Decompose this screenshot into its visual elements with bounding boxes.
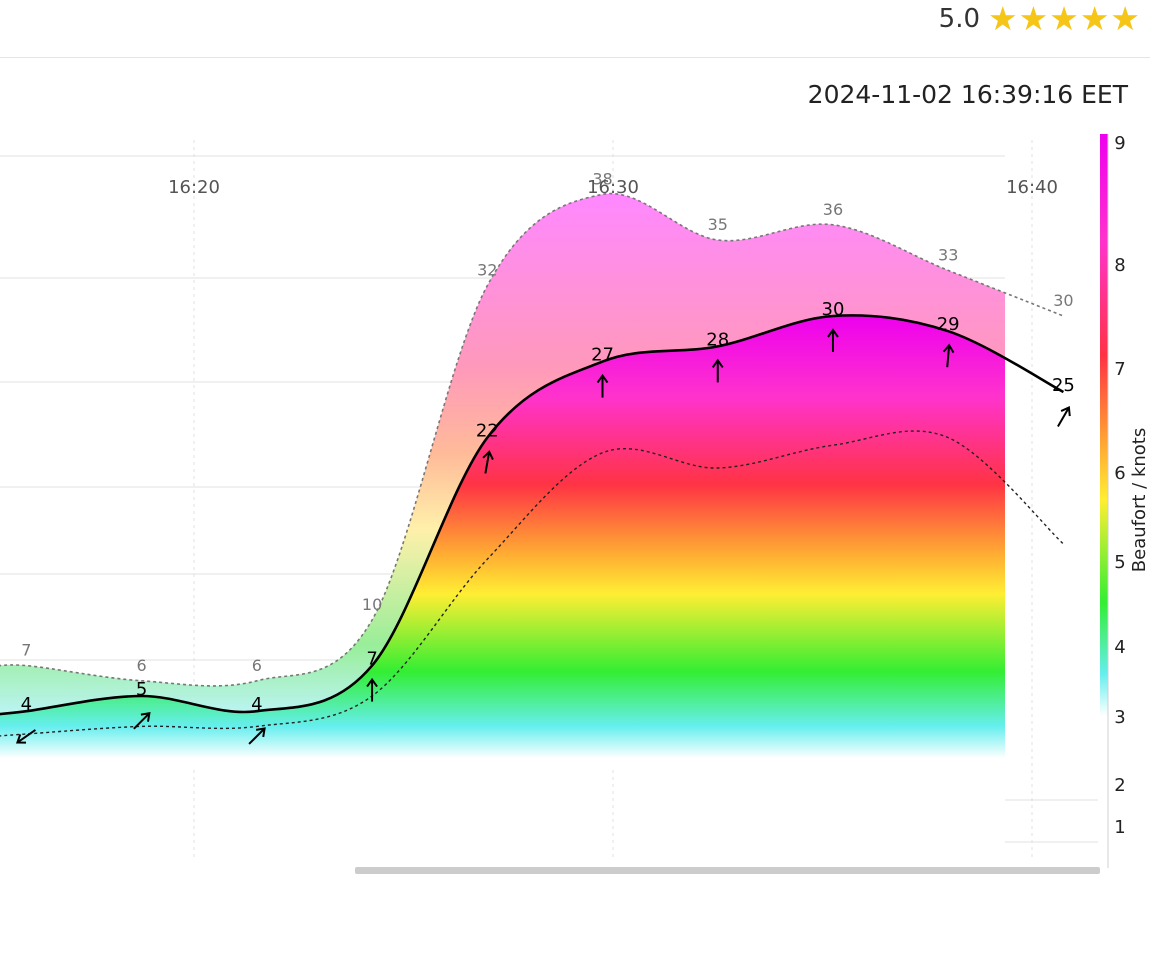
- star-icon: ★: [988, 0, 1018, 38]
- star-icon: ★: [1018, 0, 1049, 38]
- direction-arrow: [942, 343, 955, 368]
- gust-value-label: 6: [252, 656, 262, 675]
- direction-arrow: [711, 358, 724, 383]
- rating-stars: ★ ★ ★ ★ ★: [988, 2, 1140, 35]
- direction-arrow: [1057, 405, 1071, 428]
- gust-value-label: 32: [477, 261, 497, 280]
- colorbar-tick-label: 2: [1114, 775, 1125, 796]
- x-tick-label: 16:30: [587, 177, 639, 198]
- colorbar-strip: [1100, 134, 1108, 734]
- colorbar-unit-label: Beaufort / knots: [1129, 428, 1150, 572]
- average-value-label: 22: [476, 421, 499, 442]
- gust-value-label: 35: [708, 215, 728, 234]
- average-value-label: 5: [136, 679, 147, 700]
- horizontal-scrollbar[interactable]: [355, 867, 1100, 874]
- colorbar-tick-label: 8: [1114, 255, 1125, 276]
- average-value-label: 29: [937, 314, 960, 335]
- gust-value-label: 33: [938, 245, 958, 264]
- speed-areas: [0, 193, 1005, 770]
- average-line: [0, 314, 1065, 716]
- average-area: [0, 315, 1005, 770]
- gust-value-label: 10: [362, 595, 382, 614]
- x-tick-label: 16:40: [1006, 177, 1058, 198]
- direction-arrow: [596, 373, 609, 398]
- colorbar-tick-label: 7: [1114, 359, 1125, 380]
- colorbar-tick-label: 4: [1114, 637, 1125, 658]
- average-value-label: 4: [21, 694, 32, 715]
- gust-value-label: 36: [823, 200, 843, 219]
- header-divider: [0, 57, 1150, 58]
- low-line: [0, 430, 1064, 737]
- average-value-label: 4: [251, 694, 262, 715]
- colorbar-tick-label: 6: [1114, 463, 1125, 484]
- timestamp: 2024-11-02 16:39:16 EET: [807, 80, 1128, 109]
- star-icon: ★: [1049, 0, 1079, 38]
- direction-arrow: [133, 712, 151, 730]
- colorbar-tick-label: 1: [1114, 817, 1125, 838]
- colorbar-tick-label: 3: [1114, 707, 1125, 728]
- average-value-label: 27: [591, 345, 614, 366]
- direction-arrow: [366, 677, 378, 702]
- x-axis-ticks: 16:20 16:30 16:40: [168, 177, 1058, 198]
- value-labels: 7 6 6 10 32 38 35 36 33 30 4 5 4 7 22 27 28 30 29 25: [21, 169, 1075, 715]
- beaufort-colorbar: 1 2 3 4 5 6 7 8 9 Beaufort / knots: [1100, 133, 1150, 868]
- speed-lines: [0, 192, 1065, 737]
- star-icon: ★: [1079, 0, 1110, 38]
- gust-value-label: 38: [592, 169, 612, 188]
- average-value-label: 25: [1052, 375, 1075, 396]
- rating-value: 5.0: [938, 3, 981, 34]
- direction-arrow: [482, 450, 494, 474]
- average-value-label: 30: [822, 299, 845, 320]
- direction-arrow: [827, 328, 839, 352]
- average-value-label: 7: [366, 649, 377, 670]
- gust-value-label: 30: [1053, 291, 1073, 310]
- gust-line: [0, 192, 1064, 687]
- colorbar-tick-label: 5: [1114, 552, 1125, 573]
- rating: 5.0 ★ ★ ★ ★ ★: [939, 2, 1140, 35]
- x-tick-label: 16:20: [168, 177, 220, 198]
- direction-arrows: [15, 328, 1071, 745]
- average-value-label: 28: [706, 329, 729, 350]
- direction-arrow: [248, 727, 266, 745]
- star-icon: ★: [1110, 0, 1140, 38]
- gust-value-label: 6: [137, 656, 147, 675]
- colorbar-tick-label: 9: [1114, 133, 1125, 154]
- direction-arrow: [15, 729, 36, 744]
- gust-value-label: 7: [21, 641, 31, 660]
